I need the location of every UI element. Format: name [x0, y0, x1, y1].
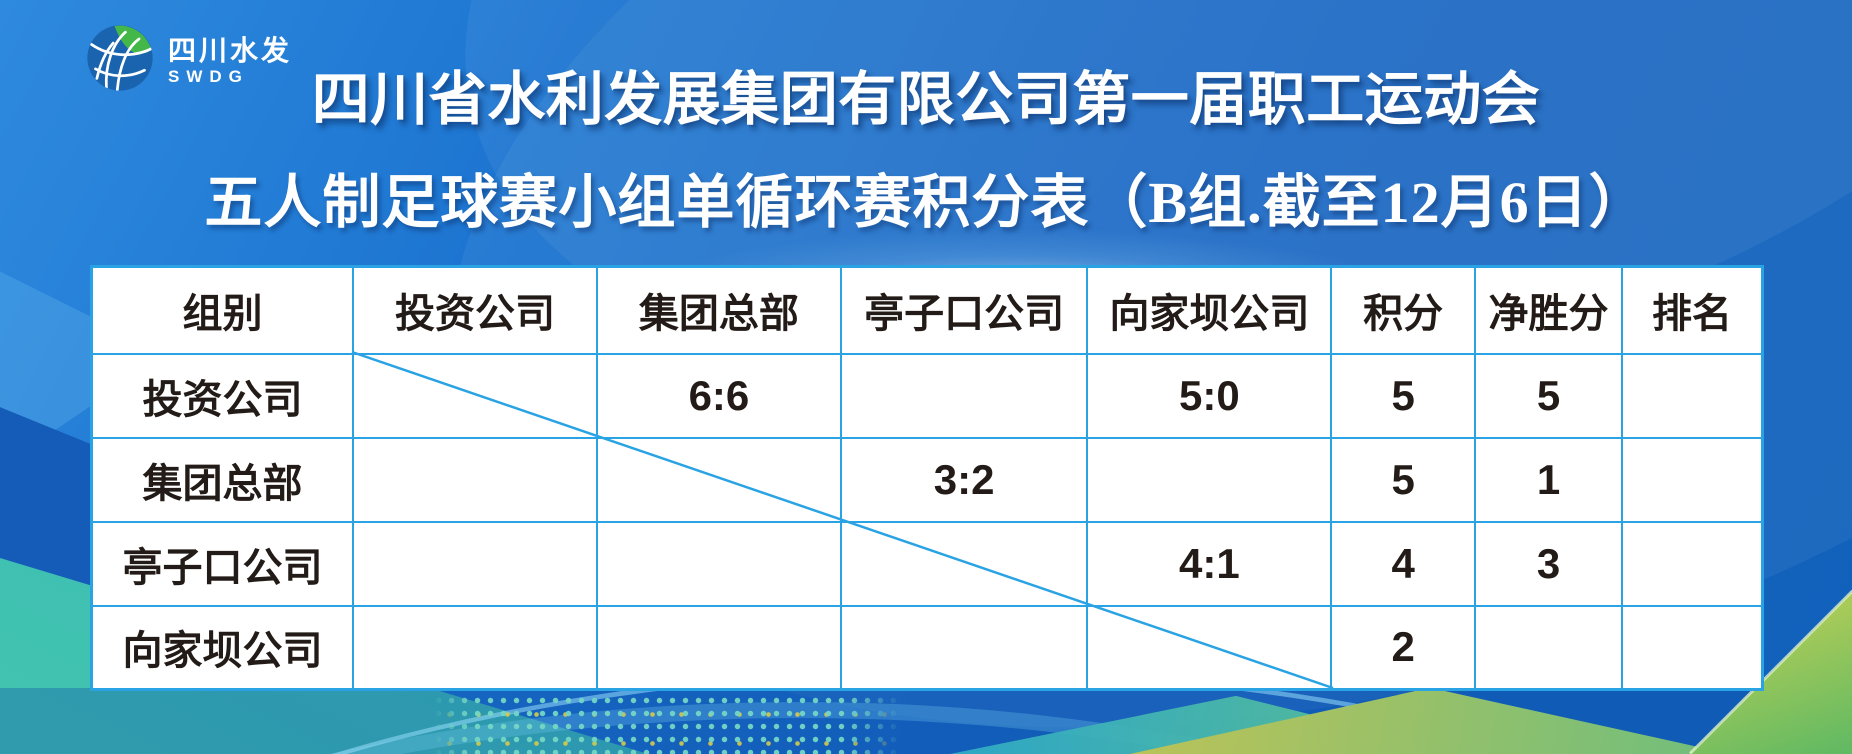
header-cell-team: 向家坝公司	[1086, 265, 1333, 355]
goal-diff-cell: 3	[1474, 520, 1624, 607]
match-cell	[1086, 436, 1333, 523]
table-row: 亭子口公司 4:1 4 3	[90, 520, 1764, 607]
goal-diff-cell: 1	[1474, 436, 1624, 523]
match-cell: 6:6	[595, 352, 842, 439]
header-cell-group: 组别	[90, 265, 354, 355]
points-cell: 4	[1330, 520, 1477, 607]
match-cell	[595, 436, 842, 523]
match-cell	[839, 520, 1089, 607]
match-cell: 4:1	[1086, 520, 1333, 607]
table-row: 集团总部 3:2 5 1	[90, 436, 1764, 523]
match-cell: 3:2	[839, 436, 1089, 523]
points-cell: 5	[1330, 436, 1477, 523]
header-cell-goal-diff: 净胜分	[1474, 265, 1624, 355]
goal-diff-cell: 5	[1474, 352, 1624, 439]
points-cell: 5	[1330, 352, 1477, 439]
match-cell	[595, 520, 842, 607]
event-title: 四川省水利发展集团有限公司第一届职工运动会	[311, 67, 1541, 132]
header-cell-rank: 排名	[1621, 265, 1764, 355]
header-cell-team: 投资公司	[352, 265, 598, 355]
rank-cell	[1621, 352, 1764, 439]
match-cell	[352, 604, 598, 691]
match-cell	[839, 604, 1089, 691]
standings-table: 组别 投资公司 集团总部 亭子口公司 向家坝公司 积分 净胜分 排名 投资公司 …	[90, 265, 1764, 691]
company-logo: 四川水发 SWDG	[86, 24, 292, 97]
halftone-dots	[432, 694, 902, 754]
team-cell: 亭子口公司	[90, 520, 354, 607]
match-cell	[1086, 604, 1333, 691]
standings-grid: 组别 投资公司 集团总部 亭子口公司 向家坝公司 积分 净胜分 排名 投资公司 …	[90, 265, 1764, 691]
table-row: 向家坝公司 2	[90, 604, 1764, 691]
goal-diff-cell	[1474, 604, 1624, 691]
header-cell-points: 积分	[1330, 265, 1477, 355]
header-cell-team: 集团总部	[595, 265, 842, 355]
team-cell: 向家坝公司	[90, 604, 354, 691]
header-row: 组别 投资公司 集团总部 亭子口公司 向家坝公司 积分 净胜分 排名	[90, 265, 1764, 355]
rank-cell	[1621, 520, 1764, 607]
match-cell	[352, 436, 598, 523]
match-cell: 5:0	[1086, 352, 1333, 439]
logo-name-en: SWDG	[168, 66, 249, 86]
match-cell	[352, 520, 598, 607]
table-row: 投资公司 6:6 5:0 5 5	[90, 352, 1764, 439]
table-title: 五人制足球赛小组单循环赛积分表（B组.截至12月6日）	[204, 170, 1648, 235]
rank-cell	[1621, 604, 1764, 691]
points-cell: 2	[1330, 604, 1477, 691]
match-cell	[595, 604, 842, 691]
team-cell: 集团总部	[90, 436, 354, 523]
logo-name-cn: 四川水发	[168, 34, 293, 66]
header-cell-team: 亭子口公司	[839, 265, 1089, 355]
match-cell	[352, 352, 598, 439]
team-cell: 投资公司	[90, 352, 354, 439]
logo-globe-icon	[86, 24, 154, 97]
rank-cell	[1621, 436, 1764, 523]
match-cell	[839, 352, 1089, 439]
